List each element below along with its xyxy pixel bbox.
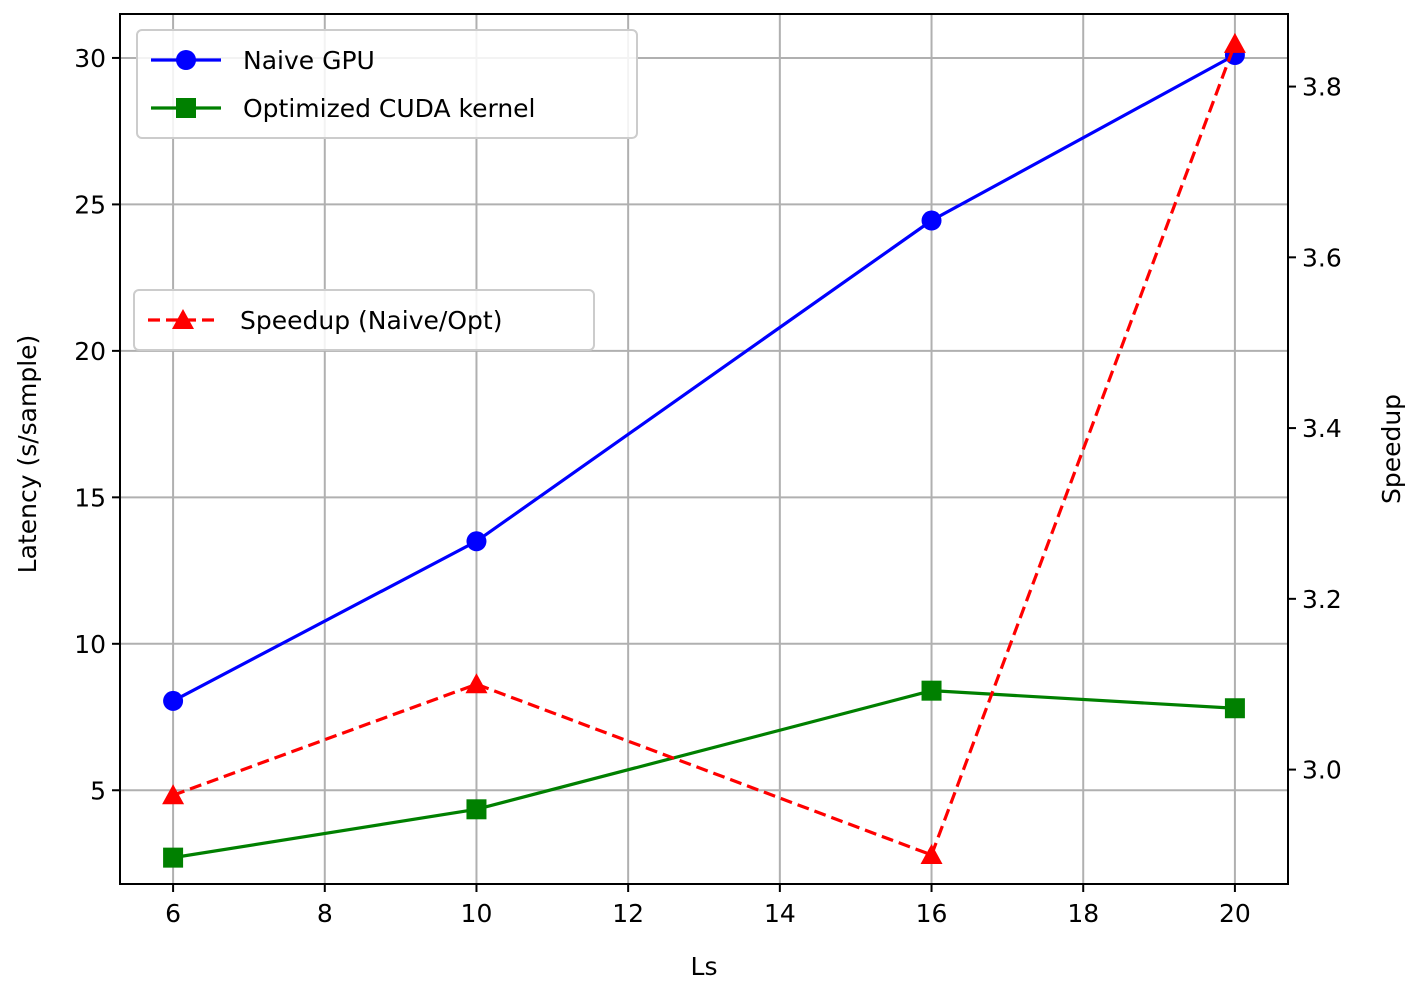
data-point [465, 673, 488, 694]
y-left-tick-label: 10 [74, 630, 106, 659]
y-right-tick-label: 3.8 [1302, 73, 1342, 102]
series-line [172, 689, 1236, 860]
data-point [466, 531, 487, 552]
x-axis: 6 8 10 12 14 16 18 20 [165, 884, 1251, 928]
y-axis-right-title: Speedup [1377, 394, 1406, 504]
data-point [1224, 698, 1245, 719]
plot-frame [119, 13, 1289, 885]
y-axis-left-title: Latency (s/sample) [13, 335, 42, 574]
series-2 [162, 32, 1246, 864]
data-point [921, 680, 942, 701]
data-point [920, 843, 943, 864]
data-point [921, 210, 942, 231]
x-tick-label: 8 [317, 899, 333, 928]
y-axis-right: 3.0 3.2 3.4 3.6 3.8 [1288, 73, 1342, 785]
y-left-tick-label: 30 [74, 44, 106, 73]
legend-label: Optimized CUDA kernel [243, 94, 536, 123]
x-tick-label: 14 [764, 899, 796, 928]
x-tick-label: 20 [1219, 899, 1251, 928]
series-line [172, 43, 1237, 858]
x-tick-label: 6 [165, 899, 181, 928]
legend-marker [176, 50, 196, 70]
legend-latency: Naive GPU Optimized CUDA kernel [136, 29, 638, 139]
y-right-tick-label: 3.4 [1302, 414, 1342, 443]
legend-box [133, 289, 595, 351]
series-line [172, 53, 1236, 703]
data-point [163, 847, 184, 868]
y-axis-left: 5 10 15 20 25 30 [74, 44, 120, 805]
x-tick-label: 18 [1067, 899, 1099, 928]
data-point [162, 784, 185, 805]
legend-speedup: Speedup (Naive/Opt) [133, 289, 595, 351]
y-left-tick-label: 20 [74, 337, 106, 366]
x-tick-label: 10 [461, 899, 493, 928]
x-axis-title: Ls [691, 952, 718, 981]
data-point [1223, 32, 1246, 53]
y-right-tick-label: 3.6 [1302, 243, 1342, 272]
legend-box [136, 29, 638, 139]
x-tick-label: 12 [612, 899, 644, 928]
y-left-tick-label: 5 [90, 776, 106, 805]
legend-label: Naive GPU [243, 46, 375, 75]
legend-label: Speedup (Naive/Opt) [240, 306, 502, 335]
data-point [466, 799, 487, 820]
legend-marker [172, 309, 194, 329]
series-layer [162, 32, 1246, 868]
y-left-tick-label: 25 [74, 190, 106, 219]
y-right-tick-label: 3.2 [1302, 585, 1342, 614]
data-point [163, 690, 184, 711]
y-left-tick-label: 15 [74, 483, 106, 512]
y-right-tick-label: 3.0 [1302, 756, 1342, 785]
legend-marker [176, 98, 196, 118]
series-1 [163, 680, 1245, 868]
x-tick-label: 16 [916, 899, 948, 928]
